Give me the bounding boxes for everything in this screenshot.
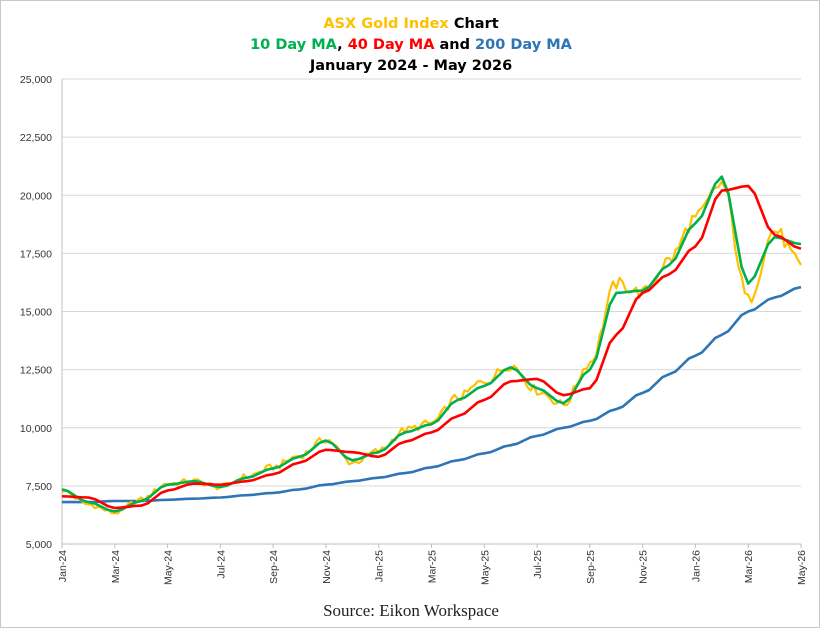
chart-title-block: ASX Gold Index Chart 10 Day MA, 40 Day M…: [0, 14, 822, 77]
x-tick-label: Sep-24: [268, 550, 280, 584]
gridlines: [62, 78, 801, 545]
y-axis: 5,000 7,500 10,000 12,500 15,000 17,500 20,000…: [20, 74, 63, 551]
x-tick-label: May-26: [796, 550, 808, 585]
x-tick-label: Nov-24: [321, 550, 333, 584]
series-lines: [61, 175, 802, 515]
chart-subtitle-series: 10 Day MA, 40 Day MA and 200 Day MA: [0, 35, 822, 56]
series-line-asx-gold-index: [61, 180, 802, 515]
x-tick-label: Jan-25: [374, 550, 386, 582]
chart-title: ASX Gold Index Chart: [0, 14, 822, 35]
title-sep2: and: [434, 37, 476, 53]
title-ma10: 10 Day MA: [250, 37, 338, 53]
series-line-200-day-ma: [62, 285, 802, 504]
y-tick-label: 25,000: [20, 74, 52, 86]
y-tick-label: 10,000: [20, 423, 52, 435]
title-chart-word: Chart: [448, 16, 499, 32]
y-tick-label: 7,500: [26, 481, 52, 493]
y-tick-label: 20,000: [20, 190, 52, 202]
y-tick-label: 15,000: [20, 307, 52, 319]
x-tick-label: Jan-26: [690, 550, 702, 582]
y-tick-label: 22,500: [20, 132, 52, 144]
x-tick-label: Sep-25: [585, 550, 597, 584]
x-tick-label: Jan-24: [57, 550, 69, 582]
title-index-name: ASX Gold Index: [323, 16, 449, 32]
y-tick-label: 12,500: [20, 365, 52, 377]
x-tick-label: Mar-26: [743, 550, 755, 583]
x-tick-label: Nov-25: [638, 550, 650, 584]
title-ma200: 200 Day MA: [475, 37, 572, 53]
x-tick-label: May-25: [479, 550, 491, 585]
x-axis: Jan-24 Mar-24 May-24 Jul-24 Sep-24 Nov-24 Jan-…: [57, 543, 808, 585]
y-tick-label: 17,500: [20, 248, 52, 260]
title-sep1: ,: [337, 37, 348, 53]
series-line-10-day-ma: [61, 175, 802, 513]
x-tick-label: Jul-24: [215, 550, 227, 579]
x-tick-label: May-24: [163, 550, 175, 585]
title-ma40: 40 Day MA: [347, 37, 435, 53]
y-tick-label: 5,000: [26, 539, 52, 551]
chart-date-range: January 2024 - May 2026: [309, 58, 513, 74]
series-line-40-day-ma: [61, 184, 802, 510]
x-tick-label: Jul-25: [532, 550, 544, 579]
x-tick-label: Mar-25: [427, 550, 439, 583]
source-note: Source: Eikon Workspace: [323, 601, 499, 620]
x-tick-label: Mar-24: [110, 550, 122, 583]
